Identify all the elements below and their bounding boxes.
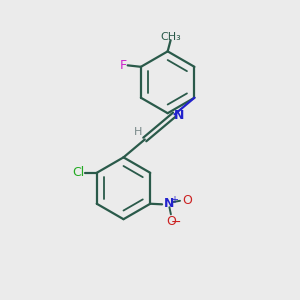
Text: H: H [134,127,142,136]
Text: −: − [171,215,181,229]
Text: O: O [166,215,176,229]
Text: CH₃: CH₃ [160,32,181,42]
Text: F: F [120,59,127,72]
Text: O: O [182,194,192,207]
Text: N: N [164,197,175,210]
Text: N: N [174,109,184,122]
Text: +: + [170,195,178,205]
Text: Cl: Cl [72,166,84,179]
